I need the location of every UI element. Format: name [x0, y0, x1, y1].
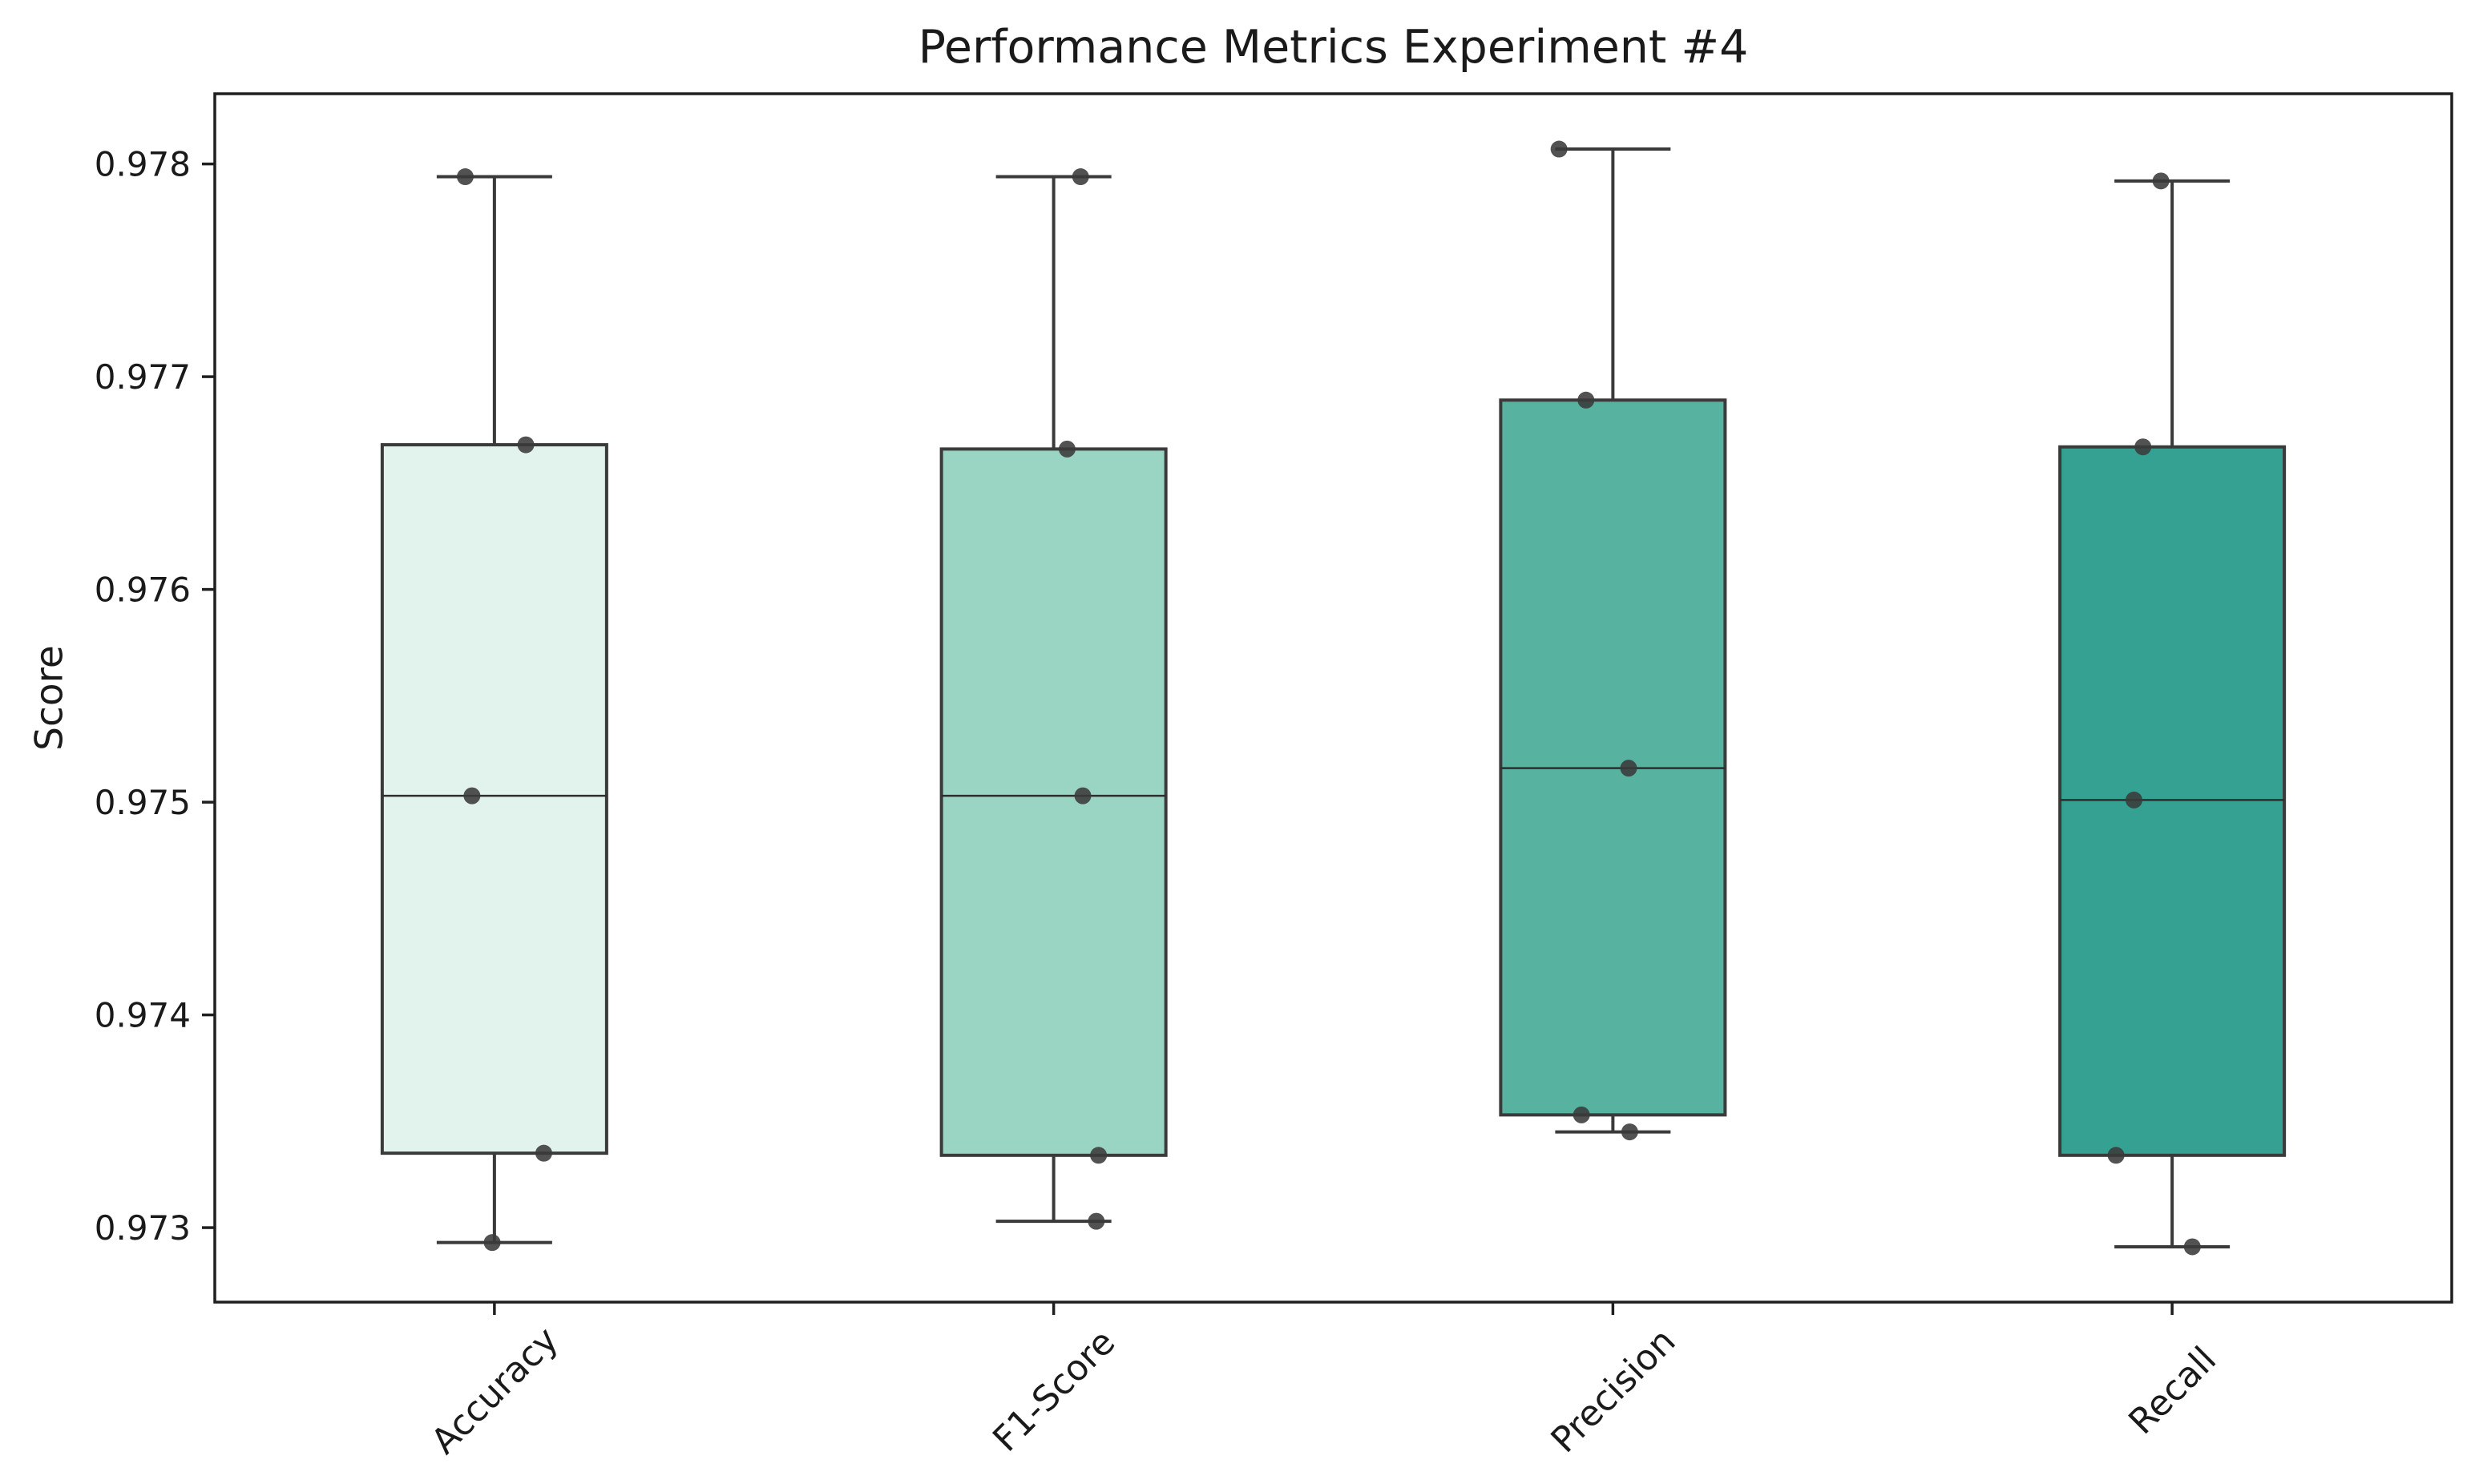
- box-precision: [1499, 398, 1727, 1117]
- data-point-precision: [1573, 1106, 1590, 1123]
- chart-title: Performance Metrics Experiment #4: [918, 21, 1749, 74]
- data-point-accuracy: [456, 168, 474, 186]
- data-point-f1-score: [1088, 1212, 1105, 1230]
- data-point-accuracy: [483, 1234, 501, 1252]
- data-point-precision: [1621, 1123, 1638, 1141]
- data-point-accuracy: [463, 787, 481, 805]
- plot-frame: [213, 92, 2453, 1304]
- data-point-f1-score: [1072, 168, 1089, 186]
- data-point-precision: [1550, 140, 1568, 158]
- y-tick-label: 0.973: [95, 1208, 191, 1248]
- y-tick-label: 0.975: [95, 783, 191, 822]
- data-point-f1-score: [1090, 1147, 1108, 1164]
- data-point-recall: [2134, 438, 2152, 456]
- y-tick-label: 0.974: [95, 995, 191, 1034]
- data-point-f1-score: [1058, 440, 1076, 458]
- data-point-precision: [1577, 391, 1595, 409]
- data-point-f1-score: [1074, 787, 1092, 805]
- data-point-accuracy: [517, 436, 535, 454]
- box-f1-score: [939, 447, 1168, 1157]
- y-tick-label: 0.976: [95, 570, 191, 609]
- data-point-recall: [2107, 1147, 2125, 1164]
- y-tick-label: 0.977: [95, 357, 191, 397]
- data-point-accuracy: [535, 1144, 552, 1162]
- x-tick-label-accuracy: Accuracy: [423, 1320, 566, 1462]
- data-point-recall: [2126, 791, 2143, 809]
- y-tick-label: 0.978: [95, 144, 191, 183]
- x-tick-label-precision: Precision: [1544, 1321, 1684, 1461]
- x-tick-label-f1-score: F1-Score: [985, 1322, 1123, 1460]
- box-accuracy: [380, 443, 608, 1155]
- data-point-recall: [2152, 172, 2170, 190]
- x-tick-label-recall: Recall: [2121, 1339, 2224, 1442]
- data-point-recall: [2183, 1238, 2201, 1256]
- data-point-precision: [1620, 760, 1637, 777]
- box-recall: [2058, 445, 2287, 1157]
